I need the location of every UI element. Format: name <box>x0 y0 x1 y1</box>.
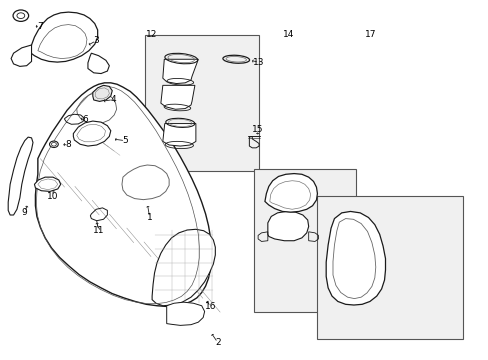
Text: 3: 3 <box>93 36 99 45</box>
Text: 10: 10 <box>46 192 58 201</box>
Circle shape <box>13 10 29 21</box>
Polygon shape <box>35 83 211 306</box>
Polygon shape <box>161 85 195 109</box>
Text: 5: 5 <box>122 136 128 145</box>
Polygon shape <box>264 174 317 212</box>
Bar <box>254 169 356 312</box>
Text: 4: 4 <box>110 95 116 104</box>
Text: 16: 16 <box>204 302 216 311</box>
Polygon shape <box>325 211 385 305</box>
Text: 11: 11 <box>93 225 104 234</box>
Polygon shape <box>88 53 109 73</box>
Text: 9: 9 <box>22 208 27 217</box>
Bar <box>317 196 462 339</box>
Text: 17: 17 <box>365 30 376 39</box>
Polygon shape <box>30 12 98 62</box>
Text: 14: 14 <box>282 30 293 39</box>
Polygon shape <box>267 211 308 241</box>
Circle shape <box>49 141 58 148</box>
Text: 6: 6 <box>82 115 88 124</box>
Polygon shape <box>11 45 31 66</box>
Text: 15: 15 <box>251 126 263 135</box>
Polygon shape <box>93 85 112 102</box>
Text: 8: 8 <box>65 140 71 149</box>
Text: 7: 7 <box>38 22 43 31</box>
Text: 1: 1 <box>146 213 152 222</box>
Polygon shape <box>73 121 111 146</box>
Text: 2: 2 <box>215 338 220 347</box>
Polygon shape <box>152 229 215 306</box>
Polygon shape <box>163 123 196 146</box>
Polygon shape <box>8 137 33 215</box>
Polygon shape <box>163 59 198 84</box>
Text: 13: 13 <box>253 58 264 67</box>
Polygon shape <box>34 177 61 192</box>
Text: 12: 12 <box>145 30 157 39</box>
Bar <box>144 35 259 171</box>
Polygon shape <box>166 302 204 325</box>
